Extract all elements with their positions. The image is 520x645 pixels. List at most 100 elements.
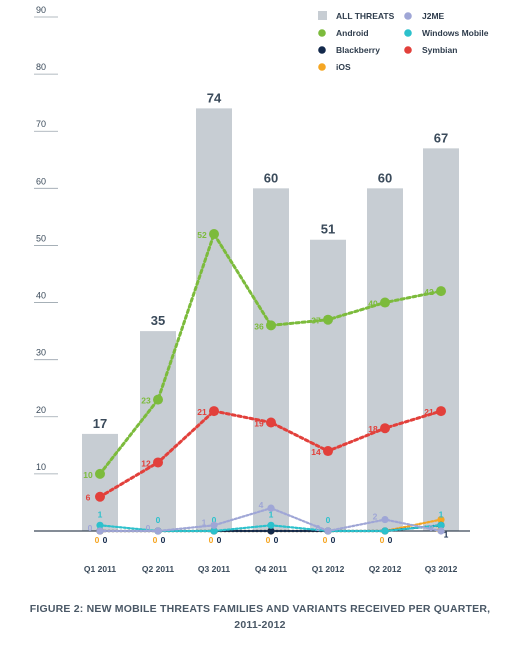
point-label-j2me-q2-2011: 0: [146, 523, 151, 533]
legend-swatch-j2me: [404, 12, 412, 20]
caption-line-1: FIGURE 2: NEW MOBILE THREATS FAMILIES AN…: [29, 603, 491, 615]
point-windows-mobile-q1-2011: [96, 521, 104, 529]
point-j2me-q2-2011: [154, 527, 162, 535]
point-android-q1-2012: [323, 314, 333, 325]
point-android-q4-2011: [266, 320, 276, 331]
bar-q2-2012: [367, 188, 403, 532]
point-label-symbian-q1-2011: 6: [86, 493, 91, 503]
point-label-symbian-q1-2012: 14: [311, 447, 321, 457]
bar-q3-2012: [423, 148, 459, 531]
x-tick-label-q2-2011: Q2 2011: [142, 564, 174, 574]
point-windows-mobile-q3-2012: [437, 521, 445, 529]
bar-q1-2011: [82, 433, 118, 531]
x-tick-label-q3-2011: Q3 2011: [198, 564, 230, 574]
bar-label-q3-2012: 67: [434, 130, 448, 145]
y-tick-label-80: 80: [36, 62, 46, 72]
bar-label-q4-2011: 60: [264, 170, 278, 185]
point-symbian-q4-2011: [266, 417, 276, 428]
point-label-android-q1-2011: 10: [83, 470, 93, 480]
legend-label-symbian: Symbian: [422, 45, 457, 55]
point-label-blackberry-q3-2012: 1: [444, 529, 449, 539]
point-j2me-q3-2012: [437, 527, 445, 535]
legend-swatch-ios: [318, 63, 326, 71]
legend-label-ios: iOS: [336, 62, 351, 72]
x-tick-label-q1-2012: Q1 2012: [312, 564, 345, 574]
point-label-windows-mobile-q3-2011: 0: [212, 515, 217, 525]
point-label-symbian-q4-2011: 19: [254, 418, 264, 428]
y-tick-label-60: 60: [36, 176, 46, 186]
point-symbian-q1-2012: [323, 446, 333, 457]
point-label-ios-q2-2012: 0: [380, 535, 385, 545]
x-tick-label-q1-2011: Q1 2011: [84, 564, 116, 574]
point-label-windows-mobile-q1-2011: 1: [98, 509, 103, 519]
point-symbian-q2-2011: [153, 457, 163, 468]
y-tick-label-70: 70: [36, 119, 46, 129]
point-label-windows-mobile-q2-2011: 0: [156, 515, 161, 525]
point-label-windows-mobile-q4-2011: 1: [269, 509, 274, 519]
legend-swatch-all-threats: [318, 11, 327, 20]
caption-line-2: 2011-2012: [234, 619, 286, 631]
point-android-q3-2012: [436, 286, 446, 297]
point-label-blackberry-q2-2012: 0: [388, 535, 393, 545]
point-label-j2me-q3-2011: 1: [202, 517, 207, 527]
point-android-q2-2011: [153, 394, 163, 405]
point-label-j2me-q2-2012: 2: [373, 512, 378, 522]
point-label-blackberry-q1-2012: 0: [331, 535, 336, 545]
point-j2me-q2-2012: [381, 515, 389, 524]
point-label-symbian-q3-2012: 21: [424, 407, 434, 417]
bar-label-q1-2012: 51: [321, 222, 335, 237]
point-symbian-q3-2012: [436, 406, 446, 417]
point-ios-q3-2012: [437, 515, 445, 524]
bar-label-q3-2011: 74: [207, 90, 222, 105]
point-label-symbian-q3-2011: 21: [197, 407, 207, 417]
point-windows-mobile-q2-2012: [381, 527, 389, 535]
bar-label-q2-2011: 35: [151, 313, 165, 328]
point-label-android-q2-2012: 40: [368, 299, 378, 309]
legend-label-j2me: J2ME: [422, 11, 445, 21]
y-tick-label-90: 90: [36, 5, 46, 15]
point-label-blackberry-q1-2011: 0: [103, 535, 108, 545]
point-label-j2me-q4-2011: 4: [259, 500, 264, 510]
point-label-ios-q2-2011: 0: [153, 535, 158, 545]
legend-label-windows-mobile: Windows Mobile: [422, 28, 489, 38]
x-tick-label-q2-2012: Q2 2012: [369, 564, 402, 574]
figure-caption: FIGURE 2: NEW MOBILE THREATS FAMILIES AN…: [0, 601, 520, 633]
legend-label-android: Android: [336, 28, 369, 38]
point-symbian-q2-2012: [380, 423, 390, 434]
point-symbian-q3-2011: [209, 406, 219, 417]
legend-label-blackberry: Blackberry: [336, 45, 380, 55]
x-tick-label-q3-2012: Q3 2012: [425, 564, 458, 574]
point-label-ios-q4-2011: 0: [266, 535, 271, 545]
point-label-android-q2-2011: 23: [141, 396, 151, 406]
bar-label-q1-2011: 17: [93, 416, 107, 431]
point-symbian-q1-2011: [95, 491, 105, 502]
y-tick-label-20: 20: [36, 405, 46, 415]
point-label-ios-q1-2012: 0: [323, 535, 328, 545]
point-label-ios-q3-2011: 0: [209, 535, 214, 545]
point-label-blackberry-q3-2011: 0: [217, 535, 222, 545]
point-j2me-q1-2011: [96, 527, 104, 535]
point-label-ios-q3-2012: 2: [436, 524, 441, 534]
point-label-symbian-q2-2011: 12: [141, 458, 151, 468]
point-label-blackberry-q4-2011: 0: [274, 535, 279, 545]
point-j2me-q3-2011: [210, 521, 218, 529]
y-tick-label-30: 30: [36, 348, 46, 358]
point-label-blackberry-q2-2011: 0: [161, 535, 166, 545]
point-label-symbian-q2-2012: 18: [368, 424, 378, 434]
point-label-windows-mobile-q1-2012: 0: [326, 515, 331, 525]
y-tick-label-40: 40: [36, 291, 46, 301]
point-android-q2-2012: [380, 297, 390, 308]
legend-label-all-threats: ALL THREATS: [336, 11, 395, 21]
point-label-windows-mobile-q3-2012: 1: [439, 509, 444, 519]
bar-q3-2011: [196, 108, 232, 531]
bar-q1-2012: [310, 239, 346, 531]
legend-swatch-blackberry: [318, 46, 326, 54]
point-label-ios-q1-2011: 0: [95, 535, 100, 545]
bar-label-q2-2012: 60: [378, 170, 392, 185]
bar-q4-2011: [253, 188, 289, 532]
point-android-q1-2011: [95, 468, 105, 479]
x-tick-label-q4-2011: Q4 2011: [255, 564, 287, 574]
point-android-q3-2011: [209, 229, 219, 240]
legend-swatch-android: [318, 29, 326, 37]
